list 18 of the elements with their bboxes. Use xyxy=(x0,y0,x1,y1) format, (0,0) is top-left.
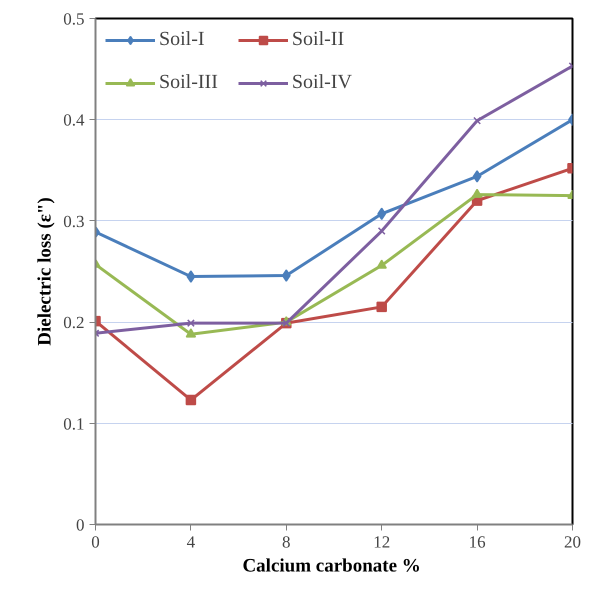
x-tick-label: 8 xyxy=(282,532,291,552)
legend-label: Soil-II xyxy=(292,28,344,51)
legend-label: Soil-III xyxy=(159,71,218,94)
y-tick-label: 0.5 xyxy=(63,10,84,28)
y-tick-label: 0.3 xyxy=(63,212,84,231)
x-tick-label: 0 xyxy=(91,532,100,552)
x-axis-title: Calcium carbonate % xyxy=(242,556,421,576)
legend-label: Soil-I xyxy=(159,28,205,51)
legend-label: Soil-IV xyxy=(292,71,352,94)
x-tick-label: 4 xyxy=(186,532,196,552)
y-tick-label: 0.2 xyxy=(63,313,84,332)
x-tick-label: 20 xyxy=(564,532,581,552)
y-tick-label: 0.1 xyxy=(63,414,84,434)
x-tick-label: 12 xyxy=(373,532,390,552)
y-axis-title: Dielectric loss (ε") xyxy=(34,197,56,346)
x-tick-label: 16 xyxy=(468,532,486,552)
y-tick-label: 0 xyxy=(76,516,84,534)
y-tick-label: 0.4 xyxy=(63,110,85,130)
